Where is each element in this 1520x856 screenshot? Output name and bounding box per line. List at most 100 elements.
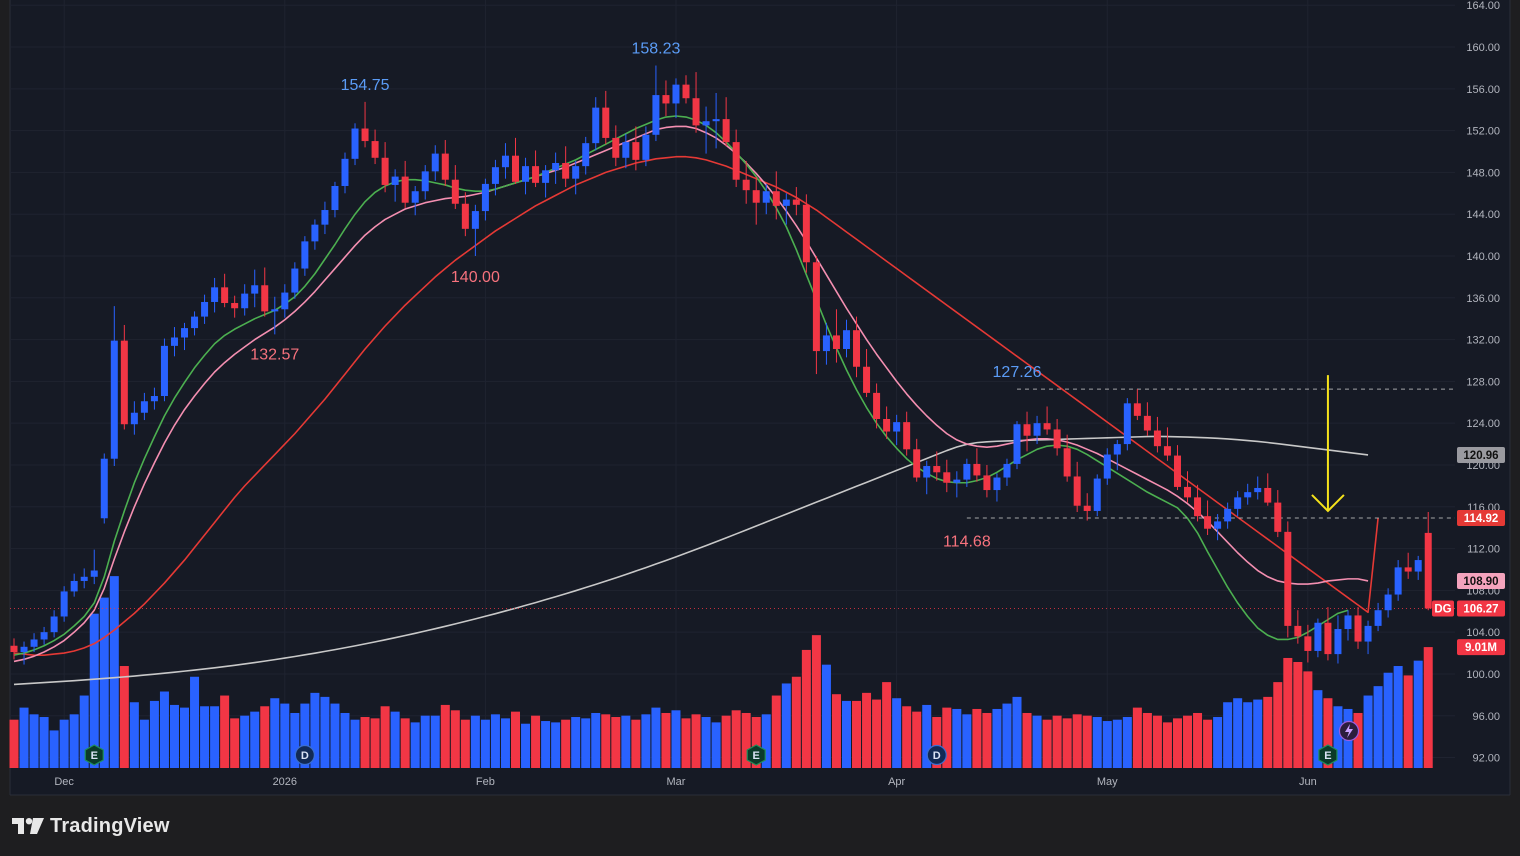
- volume-bar: [1183, 715, 1193, 768]
- svg-text:DG: DG: [1434, 603, 1451, 615]
- candle-body: [1254, 487, 1262, 493]
- candle-body: [903, 422, 911, 450]
- candle-body: [1143, 415, 1151, 431]
- volume-bar: [751, 717, 761, 768]
- candle-body: [50, 616, 58, 633]
- volume-bar: [882, 682, 892, 768]
- volume-bar: [1082, 715, 1092, 768]
- candle-body: [70, 580, 78, 592]
- candle-body: [1043, 423, 1051, 430]
- volume-bar: [79, 695, 89, 768]
- volume-bar: [922, 704, 932, 768]
- candle-body: [1374, 610, 1382, 626]
- volume-bar: [430, 715, 440, 768]
- time-tick-label: Mar: [667, 776, 686, 788]
- candle-body: [1103, 454, 1111, 479]
- volume-bar: [1092, 717, 1102, 768]
- volume-bar: [1413, 660, 1423, 768]
- volume-bar: [19, 707, 29, 768]
- volume-bar: [741, 712, 751, 768]
- volume-bar: [89, 613, 99, 768]
- candle-body: [812, 262, 820, 352]
- candle-body: [10, 645, 18, 653]
- volume-bar: [942, 707, 952, 768]
- candle-body: [1244, 492, 1252, 498]
- price-tick-label: 124.00: [1466, 418, 1500, 430]
- volume-bar: [681, 718, 691, 768]
- candle-body: [1304, 636, 1312, 651]
- candle-body: [1274, 502, 1282, 532]
- candle-body: [471, 211, 479, 229]
- volume-bar: [99, 597, 109, 768]
- annotations: 154.75 158.23 140.00 132.57 127.26 114.68: [250, 41, 1041, 551]
- candle-body: [211, 287, 219, 302]
- candle-body: [832, 335, 840, 349]
- volume-bar: [601, 714, 611, 768]
- volume-bar: [420, 715, 430, 768]
- volume-bar: [872, 699, 882, 768]
- volume-bar: [500, 718, 510, 768]
- candle-body: [662, 95, 670, 104]
- volume-bar: [250, 711, 260, 768]
- candle-body: [301, 241, 309, 269]
- candle-body: [1284, 531, 1292, 626]
- candle-body: [1264, 487, 1272, 503]
- price-tick-label: 148.00: [1466, 167, 1500, 179]
- candle-body: [1384, 594, 1392, 611]
- candle-body: [792, 199, 800, 205]
- volume-bar: [651, 707, 661, 768]
- candle-body: [1314, 622, 1322, 651]
- time-axis[interactable]: Dec 2026 Feb Mar Apr May Jun: [54, 776, 1316, 788]
- candle-body: [451, 179, 459, 204]
- volume-bar: [561, 719, 571, 768]
- candle-body: [512, 155, 519, 182]
- volume-bar: [129, 702, 139, 768]
- candle-body: [1113, 444, 1121, 455]
- candle-body: [1414, 560, 1422, 572]
- candle-body: [752, 190, 760, 203]
- volume-bar: [1273, 682, 1283, 768]
- symbol-tag: DG: [1432, 600, 1454, 617]
- volume-bar: [1223, 702, 1233, 768]
- volume-bar: [400, 718, 410, 768]
- candle-body: [993, 477, 1001, 491]
- candle-body: [1394, 567, 1402, 595]
- moving-average-10: [13, 115, 1349, 656]
- candle-body: [963, 463, 971, 480]
- candle-body: [933, 466, 941, 473]
- price-tag-ma_slow: 114.92: [1457, 510, 1505, 527]
- volume-bar: [591, 712, 601, 768]
- volume-bar: [1293, 661, 1303, 768]
- volume-bar: [912, 711, 922, 768]
- candle-body: [371, 141, 379, 158]
- volume-bar: [892, 698, 902, 768]
- candle-body: [231, 303, 239, 309]
- volume-bar: [159, 691, 169, 768]
- volume-bar: [1162, 722, 1172, 768]
- candle-body: [441, 153, 449, 180]
- candle-body: [110, 340, 118, 459]
- volume-bar: [1213, 717, 1223, 768]
- volume-bar: [1132, 707, 1142, 768]
- brand-logo[interactable]: TradingView: [12, 812, 170, 840]
- candle-body: [1173, 455, 1181, 487]
- price-tick-label: 152.00: [1466, 126, 1500, 138]
- candle-body: [923, 466, 931, 478]
- price-annotation: 158.23: [631, 41, 680, 58]
- candle-body: [351, 128, 359, 159]
- earnings-icon: E: [746, 744, 766, 766]
- candle-body: [501, 155, 509, 168]
- candle-body: [1073, 476, 1081, 506]
- price-annotation: 127.26: [993, 364, 1042, 381]
- svg-text:106.27: 106.27: [1463, 603, 1498, 615]
- candle-body: [782, 199, 790, 206]
- volume-bar: [280, 703, 290, 768]
- svg-text:108.90: 108.90: [1463, 576, 1498, 588]
- price-axis[interactable]: 164.00 160.00 156.00 152.00 148.00 144.00 140.…: [1466, 0, 1500, 764]
- price-tick-label: 128.00: [1466, 376, 1500, 388]
- arrow-annotation: [1311, 375, 1345, 513]
- volume-bar: [220, 695, 230, 768]
